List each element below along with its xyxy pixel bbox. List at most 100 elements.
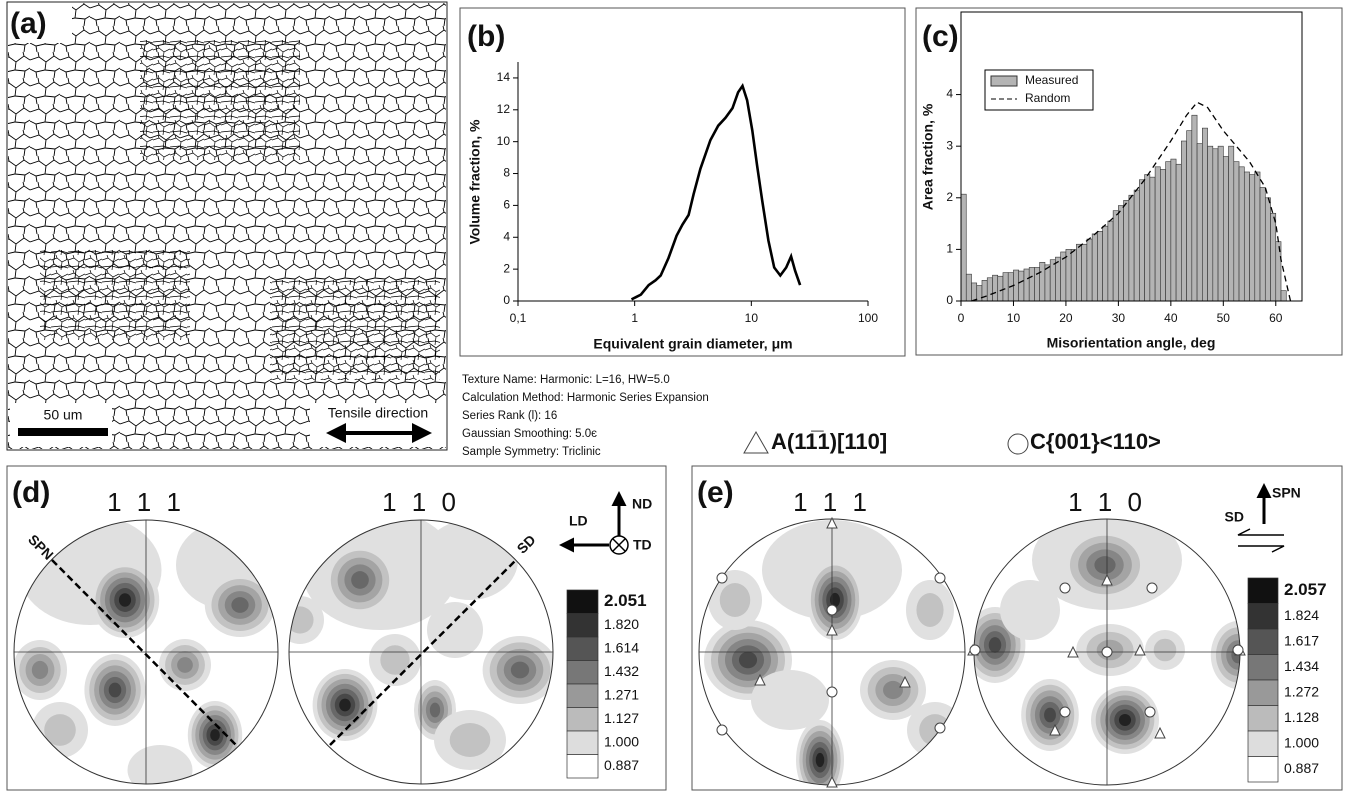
colorbar-box: [566, 754, 599, 779]
contour: [738, 651, 758, 669]
orientation-a: A(11̅1)[110]: [771, 429, 887, 454]
bar: [960, 193, 967, 302]
contour: [1094, 556, 1116, 574]
x-tick-label: 10: [1007, 311, 1021, 325]
bar: [1070, 249, 1077, 302]
x-tick-label: 100: [858, 311, 878, 325]
y-tick-label: 10: [497, 134, 511, 148]
bar: [1181, 140, 1187, 302]
label-bg: [8, 3, 72, 43]
y-tick-label: 2: [946, 190, 953, 204]
contour-level: 1.000: [1284, 734, 1319, 750]
contour-level: 1.271: [604, 686, 639, 702]
panel-label: (b): [467, 20, 505, 53]
chart: (c) Area fraction, % Misorientation angle,…: [920, 11, 1303, 351]
bar: [1102, 225, 1109, 302]
td-cross: [612, 538, 626, 552]
bar: [1081, 243, 1088, 302]
contour: [339, 698, 351, 712]
bar: [1228, 145, 1235, 302]
contour: [118, 593, 132, 607]
bar: [1217, 145, 1224, 302]
contour: [510, 661, 530, 679]
pole-figure: [14, 520, 278, 784]
contour: [1153, 638, 1177, 662]
contour: [815, 752, 825, 768]
y-axis-label: Area fraction, %: [920, 103, 936, 210]
orientation-c-marker: [716, 724, 728, 736]
bar: [1133, 189, 1140, 302]
legend-label: Random: [1025, 91, 1070, 105]
bar: [1107, 220, 1114, 302]
y-axis-label: Volume fraction, %: [467, 119, 483, 245]
orientation-a-marker: [754, 673, 766, 686]
colorbar-box: [1247, 756, 1279, 783]
orientation-c-marker: [826, 604, 838, 616]
colorbar-box: [1247, 628, 1279, 655]
contour: [916, 593, 944, 627]
panel-d-frame: [6, 465, 667, 791]
contour: [108, 682, 122, 698]
orientation-c-marker: [1146, 582, 1158, 594]
contour: [1118, 713, 1132, 727]
direction-label: Tensile direction: [328, 405, 428, 421]
bar: [1207, 145, 1214, 302]
bar: [1118, 205, 1124, 302]
bar: [1196, 143, 1203, 302]
contour-level: 1.617: [1284, 632, 1319, 648]
colorbar-box: [1247, 654, 1279, 681]
pole-figure-title: 1 1 0: [1068, 487, 1146, 517]
x-tick-label: 40: [1164, 311, 1178, 325]
bar: [1238, 166, 1245, 302]
contour-level: 1.128: [1284, 709, 1319, 725]
orientation-c-marker: [1232, 644, 1244, 656]
x-tick-label: 0: [958, 311, 965, 325]
bar: [1039, 261, 1046, 302]
line: [630, 82, 802, 301]
x-tick-label: 20: [1059, 311, 1073, 325]
legend-label: Measured: [1025, 73, 1078, 87]
bar: [1128, 194, 1135, 302]
contour: [1000, 580, 1060, 640]
orientation-a-marker: [1154, 726, 1166, 739]
panel-c-frame: [915, 7, 1343, 356]
panel-label: (d): [12, 476, 50, 509]
contour: [1044, 707, 1056, 723]
info-line: Texture Name: Harmonic: L=16, HW=5.0: [462, 374, 670, 386]
panel-label: (c): [922, 20, 959, 53]
bar: [965, 273, 972, 302]
info-line: Calculation Method: Harmonic Series Expa…: [462, 392, 709, 404]
contour: [210, 728, 220, 742]
bar: [1233, 161, 1240, 302]
orientation-c-marker: [826, 686, 838, 698]
orientation-a-marker: [1067, 645, 1079, 658]
x-tick-label: 1: [631, 311, 638, 325]
bar: [1186, 130, 1193, 302]
bar: [1223, 156, 1229, 302]
bar: [1018, 270, 1025, 302]
bar: [1044, 264, 1051, 302]
x-tick-label: 60: [1269, 311, 1283, 325]
contour: [449, 723, 491, 757]
contour-level: 0.887: [1284, 760, 1319, 776]
y-tick-label: 4: [946, 87, 953, 101]
triangle-symbol: [743, 430, 769, 454]
colorbar-box: [1247, 705, 1279, 732]
bar: [971, 282, 978, 302]
contour: [830, 592, 840, 608]
bar: [1002, 272, 1009, 302]
shear-arrow: [1237, 528, 1284, 536]
x-tick-label: 0,1: [510, 311, 527, 325]
pole-figure-title: 1 1 1: [107, 487, 185, 517]
colorbar-box: [566, 730, 599, 755]
colorbar-box: [1247, 603, 1279, 630]
contour: [988, 637, 1002, 653]
chart: (b) Volume fraction, % Equivalent grain di…: [467, 20, 879, 352]
bar: [1055, 256, 1061, 302]
contour: [31, 660, 49, 680]
axis-label: LD: [569, 513, 588, 529]
fine-grains: [270, 280, 440, 380]
contour: [231, 597, 249, 613]
x-tick-label: 10: [745, 311, 759, 325]
contour: [177, 657, 193, 673]
